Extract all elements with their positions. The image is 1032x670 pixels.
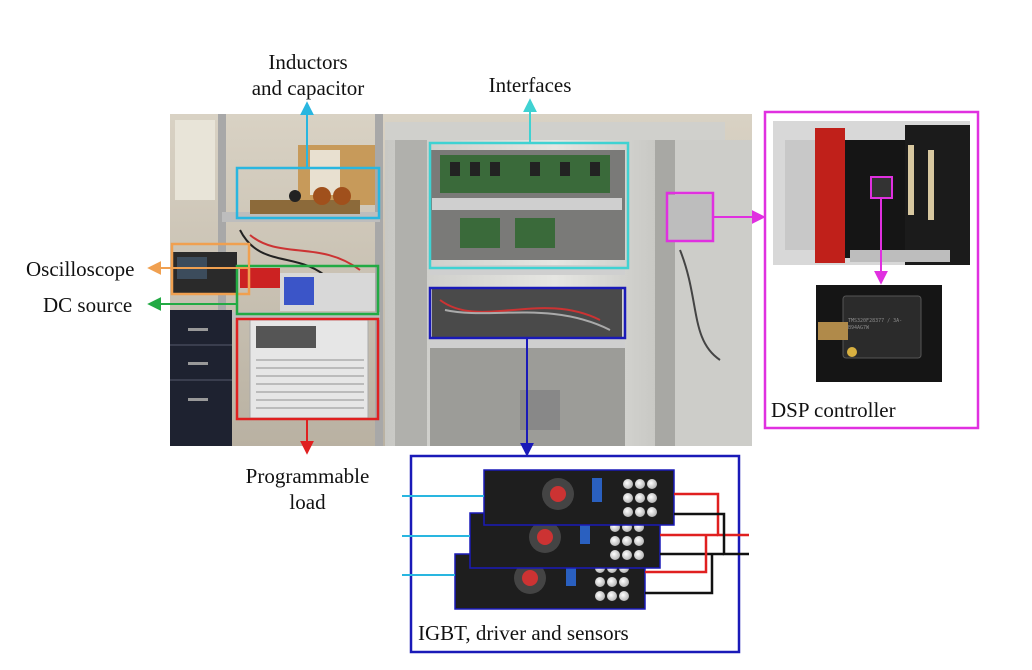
igbt-caption: IGBT, driver and sensors bbox=[418, 621, 629, 645]
igbt-module-1 bbox=[483, 469, 675, 526]
oscilloscope-arrow bbox=[147, 254, 250, 275]
dsp-chip-marking: TMS320F28377 / 3A-B94AG7W bbox=[848, 318, 903, 331]
power-wire-black-bottom bbox=[645, 554, 714, 595]
dsp-board-photo bbox=[773, 121, 970, 265]
lab-photo bbox=[170, 114, 752, 446]
inductors-label-line1: Inductors bbox=[268, 50, 348, 74]
dc-source-label: DC source bbox=[43, 293, 133, 317]
programmable-load-label: Programmable load bbox=[230, 463, 385, 515]
interfaces-label: Interfaces bbox=[488, 73, 572, 97]
power-wire-red-bottom bbox=[645, 535, 708, 574]
oscilloscope-label: Oscilloscope bbox=[26, 257, 135, 281]
power-wire-black-top bbox=[674, 512, 749, 556]
inductors-label: Inductors and capacitor bbox=[238, 49, 378, 101]
dc-source-highlight-box bbox=[235, 264, 380, 316]
inductors-label-line2: and capacitor bbox=[251, 76, 365, 100]
dsp-controller-label: DSP controller bbox=[771, 398, 896, 422]
programmable-load-label-line1: Programmable bbox=[245, 464, 370, 488]
dsp-chip-photo bbox=[816, 285, 942, 382]
programmable-load-label-line2: load bbox=[289, 490, 326, 514]
